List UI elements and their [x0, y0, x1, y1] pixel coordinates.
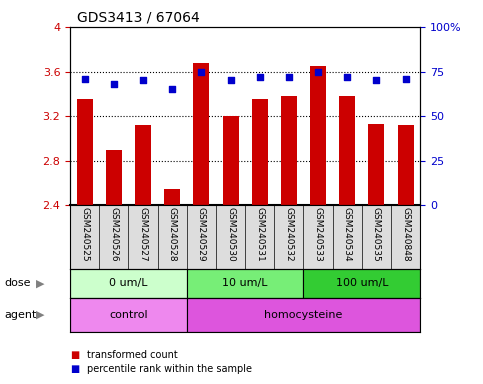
Point	[198, 68, 205, 74]
Bar	[187, 298, 420, 332]
Bar	[310, 66, 326, 384]
Text: GSM240529: GSM240529	[197, 207, 206, 262]
Bar	[77, 99, 93, 384]
Text: GSM240531: GSM240531	[255, 207, 264, 262]
Point	[227, 78, 234, 84]
Text: GSM240530: GSM240530	[226, 207, 235, 262]
Bar	[135, 125, 151, 384]
Text: agent: agent	[5, 310, 37, 320]
Bar	[164, 189, 180, 384]
Text: control: control	[109, 310, 148, 320]
Text: ▶: ▶	[36, 310, 45, 320]
Text: ■: ■	[70, 350, 79, 360]
Point	[343, 74, 351, 80]
Point	[81, 76, 88, 82]
Point	[139, 78, 147, 84]
Point	[110, 81, 118, 87]
Bar	[252, 99, 268, 384]
Text: 10 um/L: 10 um/L	[222, 278, 268, 288]
Text: GSM240534: GSM240534	[343, 207, 352, 262]
Point	[372, 78, 380, 84]
Text: GSM240528: GSM240528	[168, 207, 177, 262]
Bar	[106, 150, 122, 384]
Text: homocysteine: homocysteine	[264, 310, 342, 320]
Bar	[281, 96, 297, 384]
Bar	[369, 124, 384, 384]
Text: ▶: ▶	[36, 278, 45, 288]
Text: transformed count: transformed count	[87, 350, 178, 360]
Bar	[398, 125, 413, 384]
Point	[168, 86, 176, 93]
Text: ■: ■	[70, 364, 79, 374]
Text: GSM240525: GSM240525	[80, 207, 89, 262]
Text: GSM240532: GSM240532	[284, 207, 293, 262]
Text: GSM240526: GSM240526	[109, 207, 118, 262]
Text: dose: dose	[5, 278, 31, 288]
Text: GSM240533: GSM240533	[313, 207, 323, 262]
Bar	[303, 269, 420, 298]
Bar	[223, 116, 239, 384]
Point	[256, 74, 264, 80]
Text: GSM240848: GSM240848	[401, 207, 410, 262]
Text: 0 um/L: 0 um/L	[109, 278, 148, 288]
Text: percentile rank within the sample: percentile rank within the sample	[87, 364, 252, 374]
Bar	[193, 63, 209, 384]
Bar	[187, 269, 303, 298]
Text: 100 um/L: 100 um/L	[336, 278, 388, 288]
Bar	[70, 298, 187, 332]
Point	[402, 76, 410, 82]
Text: GSM240527: GSM240527	[139, 207, 147, 262]
Bar	[70, 269, 187, 298]
Text: GDS3413 / 67064: GDS3413 / 67064	[77, 10, 200, 24]
Point	[285, 74, 293, 80]
Point	[314, 68, 322, 74]
Text: GSM240535: GSM240535	[372, 207, 381, 262]
Bar	[339, 96, 355, 384]
